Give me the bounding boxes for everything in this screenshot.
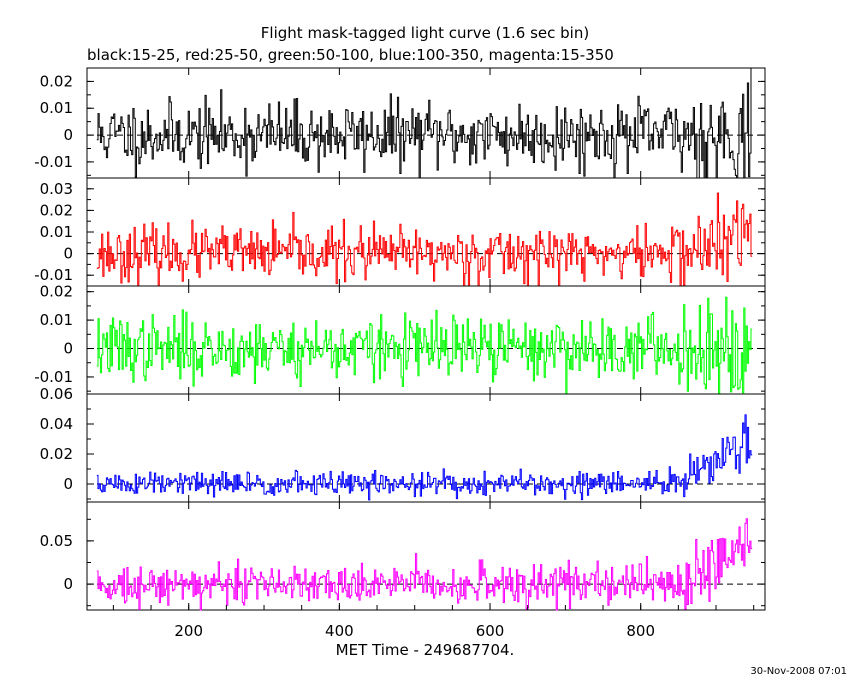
y-tick-label: 0.01 <box>40 311 73 329</box>
y-tick-label: 0 <box>63 575 73 593</box>
x-tick-label: 600 <box>476 622 505 640</box>
y-tick-label: 0.04 <box>40 415 73 433</box>
x-tick-label: 200 <box>174 622 203 640</box>
y-tick-label: -0.01 <box>34 153 73 171</box>
timestamp-footer: 30-Nov-2008 07:01 <box>750 666 847 677</box>
panel-5: 00.05 <box>40 501 766 611</box>
panel-1: -0.01 0 0.01 0.02 <box>34 67 766 179</box>
panel-3: -0.01 0 0.01 0.02 <box>34 283 766 395</box>
panel-frame <box>86 177 766 287</box>
y-tick-label: 0.03 <box>40 180 73 198</box>
x-axis-label: MET Time - 249687704. <box>336 641 515 659</box>
panels-group: -0.0100.010.02-0.0100.010.020.03-0.0100.… <box>34 67 766 611</box>
series-trace-4 <box>96 414 753 501</box>
x-axis: 200 400 600 800 <box>112 605 755 640</box>
chart-subtitle: black:15-25, red:25-50, green:50-100, bl… <box>87 46 614 64</box>
chart-title: Flight mask-tagged light curve (1.6 sec … <box>261 24 589 42</box>
y-tick-label: 0.01 <box>40 223 73 241</box>
y-tick-label: 0 <box>63 340 73 358</box>
y-tick-label: -0.01 <box>34 266 73 284</box>
y-tick-label: 0 <box>63 245 73 263</box>
y-tick-label: 0.02 <box>40 201 73 219</box>
y-tick-label: 0.02 <box>40 445 73 463</box>
y-tick-label: 0.05 <box>40 532 73 550</box>
series-trace-5 <box>96 518 753 611</box>
series-trace-3 <box>96 296 753 395</box>
y-tick-label: 0.02 <box>40 72 73 90</box>
x-tick-label: 400 <box>325 622 354 640</box>
y-tick-label: 0.06 <box>40 385 73 403</box>
series-trace-1 <box>96 67 753 179</box>
x-tick-label: 800 <box>626 622 655 640</box>
y-tick-label: 0.01 <box>40 99 73 117</box>
y-tick-label: -0.01 <box>34 368 73 386</box>
y-tick-label: 0 <box>63 475 73 493</box>
panel-2: -0.01 0 0.01 0.02 0.03 <box>34 177 766 287</box>
panel-4: 0 0.02 0.04 0.06 <box>40 385 766 503</box>
y-tick-label: 0.02 <box>40 283 73 301</box>
y-tick-label: 0 <box>63 126 73 144</box>
series-trace-2 <box>96 192 753 287</box>
panel-frame <box>86 501 766 611</box>
